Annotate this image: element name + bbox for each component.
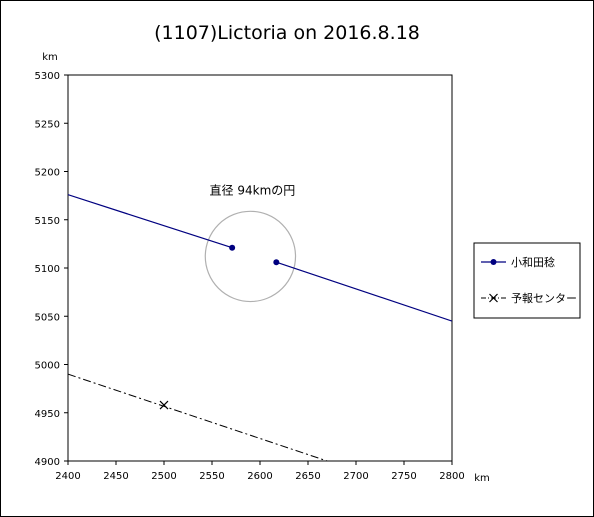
size-reference-circle [204, 210, 297, 303]
x-tick-label: 2550 [199, 471, 224, 482]
y-tick-label: 5300 [35, 71, 60, 82]
prediction-line [68, 373, 328, 461]
y-tick-label: 5000 [35, 361, 60, 372]
x-tick-label: 2750 [391, 471, 416, 482]
plot-content [68, 194, 452, 461]
y-tick-label: 5200 [35, 168, 60, 179]
x-tick-label: 2650 [295, 471, 320, 482]
x-tick-label: 2400 [55, 471, 80, 482]
y-axis-unit-label: km [42, 52, 58, 63]
x-tick-label: 2800 [439, 471, 464, 482]
x-tick-label: 2600 [247, 471, 272, 482]
plot-border [67, 74, 453, 462]
x-axis-unit-label: km [474, 473, 490, 484]
observer-chord-marker [273, 259, 280, 266]
y-tick-label: 5100 [35, 264, 60, 275]
legend-label-observer: 小和田稔 [511, 255, 555, 269]
x-tick-label: 2450 [103, 471, 128, 482]
prediction-marker [159, 400, 169, 410]
legend-marker-observer [490, 259, 497, 265]
observer-chord-line [68, 194, 233, 249]
y-tick-label: 5250 [35, 119, 60, 130]
legend-label-prediction: 予報センター [511, 292, 577, 305]
plot-area: 2400 2450 2500 2550 2600 2650 2700 2750 2800 5300… [35, 71, 465, 482]
x-tick-label: 2700 [343, 471, 368, 482]
y-tick-label: 5050 [35, 312, 60, 323]
legend-box [473, 242, 581, 319]
observer-chord-marker [229, 244, 236, 251]
x-tick-label: 2500 [151, 471, 176, 482]
y-tick-label: 4950 [35, 409, 60, 420]
legend-marker-prediction [489, 293, 498, 303]
observer-chord-line [276, 261, 452, 322]
y-tick-label: 4900 [35, 457, 60, 468]
chart-title: (1107)Lictoria on 2016.8.18 [154, 22, 420, 44]
y-tick-label: 5150 [35, 216, 60, 227]
circle-annotation: 直径 94kmの円 [210, 183, 296, 197]
